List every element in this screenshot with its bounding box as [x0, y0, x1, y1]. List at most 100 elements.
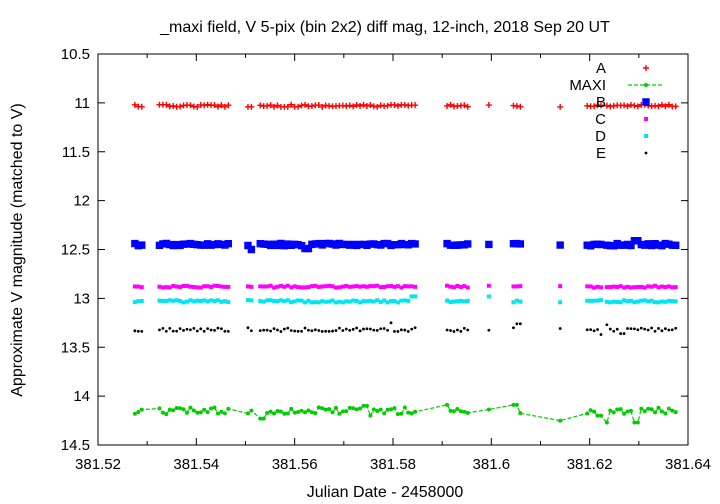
point-c [160, 285, 165, 290]
point-maxi [316, 405, 321, 410]
point-maxi [245, 411, 250, 416]
point-a [308, 103, 315, 110]
point-d [364, 299, 369, 304]
point-e [674, 326, 678, 330]
point-d [622, 298, 627, 303]
point-d [265, 298, 270, 303]
point-d [361, 299, 366, 304]
point-d [202, 298, 207, 303]
point-d [160, 298, 165, 303]
point-e [276, 328, 279, 332]
point-e [269, 329, 272, 333]
point-d [327, 299, 332, 304]
point-c [618, 284, 623, 289]
point-maxi [598, 413, 603, 418]
point-c [375, 283, 380, 288]
point-d [389, 299, 394, 304]
point-maxi [261, 416, 266, 421]
x-tick-label: 381.6 [473, 456, 511, 473]
point-maxi [167, 407, 172, 412]
point-c [282, 284, 287, 289]
point-c [465, 285, 470, 290]
point-c [399, 285, 404, 290]
point-d [171, 298, 176, 303]
point-e [612, 329, 616, 333]
point-maxi [268, 409, 273, 414]
legend-marker-c [644, 117, 648, 121]
point-maxi [445, 402, 450, 407]
point-d [245, 298, 250, 303]
point-c [209, 284, 214, 289]
point-maxi [361, 403, 366, 408]
point-d [646, 299, 651, 304]
point-c [622, 285, 627, 290]
point-maxi [249, 408, 254, 413]
point-maxi [608, 408, 613, 413]
point-a [274, 102, 281, 109]
point-c [395, 284, 400, 289]
point-d [608, 300, 613, 305]
x-tick-label: 381.54 [173, 456, 219, 473]
point-d [382, 298, 387, 303]
point-c [184, 283, 189, 288]
point-maxi [181, 407, 186, 412]
point-d [285, 298, 290, 303]
point-maxi [219, 409, 224, 414]
legend-label-b: B [596, 94, 606, 111]
point-a [194, 103, 201, 110]
point-d [347, 299, 352, 304]
point-maxi [378, 407, 383, 412]
point-d [296, 298, 301, 303]
point-a [357, 102, 364, 109]
legend-label-e: E [596, 145, 606, 162]
point-d [337, 299, 342, 304]
point-a [267, 102, 274, 109]
point-c [413, 284, 418, 289]
point-c [302, 285, 307, 290]
point-b [672, 241, 680, 250]
point-d [306, 298, 311, 303]
point-b [464, 240, 472, 248]
point-a [621, 102, 628, 109]
point-e [313, 328, 317, 332]
y-tick-label: 14.5 [61, 437, 90, 454]
point-d [358, 300, 363, 305]
point-maxi [375, 408, 380, 413]
point-c [514, 284, 519, 289]
point-c [222, 284, 227, 289]
y-axis-label: Approximate V magnitude (matched to V) [9, 103, 26, 396]
point-a [665, 101, 672, 108]
point-maxi [333, 405, 338, 410]
point-d [174, 298, 179, 303]
point-e [289, 329, 293, 332]
point-d [632, 300, 637, 305]
legend-marker-b [642, 98, 650, 106]
point-c [132, 284, 137, 289]
point-e [466, 328, 470, 332]
point-maxi [558, 418, 563, 423]
point-e [317, 329, 321, 332]
y-tick-label: 12 [73, 193, 90, 210]
legend-label-a: A [596, 60, 606, 77]
point-d [399, 298, 404, 303]
point-d [139, 298, 144, 303]
point-maxi [320, 406, 325, 411]
point-c [656, 285, 661, 290]
point-c [157, 284, 162, 289]
point-d [592, 298, 597, 303]
point-c [330, 284, 335, 289]
point-e [272, 327, 276, 331]
point-c [195, 285, 200, 290]
point-d [164, 298, 169, 303]
point-c [351, 284, 356, 289]
point-d [458, 298, 463, 303]
point-c [628, 285, 633, 290]
point-e [293, 329, 297, 333]
point-c [136, 284, 141, 289]
point-b [247, 245, 256, 254]
point-c [245, 284, 250, 289]
point-maxi [659, 409, 664, 414]
point-maxi [642, 409, 647, 414]
point-e [250, 329, 253, 333]
